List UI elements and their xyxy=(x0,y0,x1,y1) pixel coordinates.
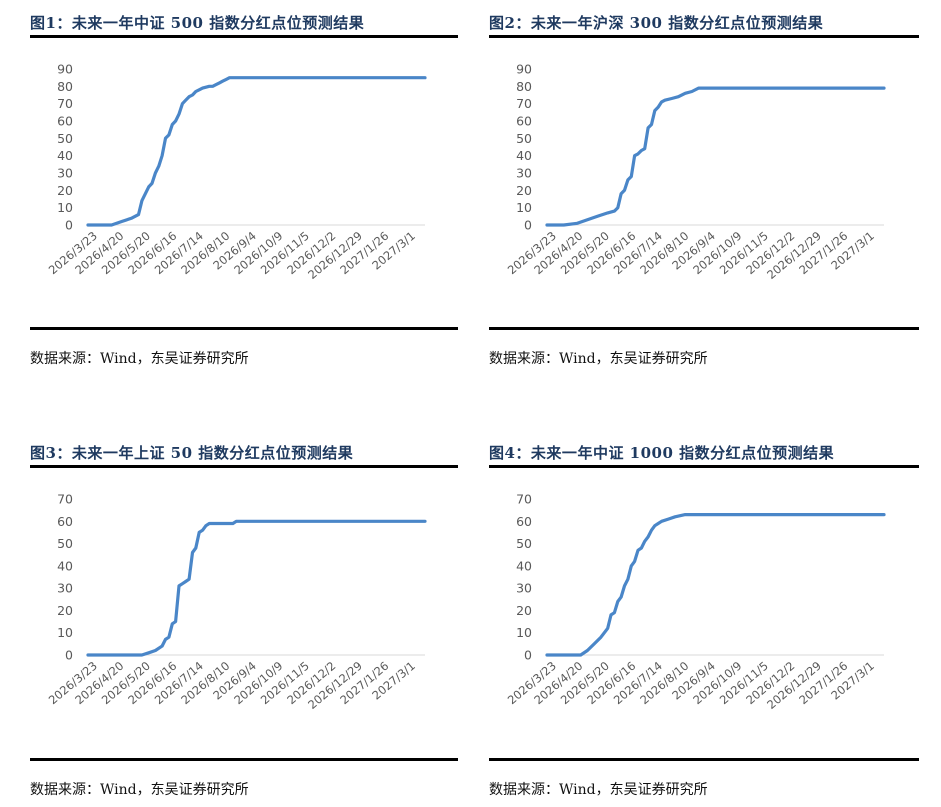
y-tick-label: 20 xyxy=(516,603,532,618)
y-tick-label: 30 xyxy=(516,581,532,596)
y-tick-label: 80 xyxy=(57,79,73,94)
figure-3-top-rule xyxy=(30,465,458,468)
figure-3-title: 图3：未来一年上证 50 指数分红点位预测结果 xyxy=(30,444,354,462)
y-tick-label: 10 xyxy=(57,200,73,215)
y-tick-label: 20 xyxy=(57,183,73,198)
y-tick-label: 30 xyxy=(57,581,73,596)
figure-1-title: 图1：未来一年中证 500 指数分红点位预测结果 xyxy=(30,14,365,32)
series-line xyxy=(545,512,886,657)
y-tick-label: 40 xyxy=(516,148,532,163)
y-tick-label: 90 xyxy=(57,62,73,77)
y-tick-label: 70 xyxy=(57,96,73,111)
y-tick-label: 90 xyxy=(516,62,532,77)
y-tick-label: 0 xyxy=(524,648,532,663)
figure-1-chart: 01020304050607080902026/3/232026/4/20202… xyxy=(46,62,427,282)
figure-1-source: 数据来源：Wind，东吴证券研究所 xyxy=(30,351,249,367)
y-tick-label: 70 xyxy=(516,492,532,507)
y-tick-label: 0 xyxy=(524,218,532,233)
y-tick-label: 60 xyxy=(516,114,532,129)
y-tick-label: 60 xyxy=(57,514,73,529)
figure-2-title: 图2：未来一年沪深 300 指数分红点位预测结果 xyxy=(489,14,824,32)
y-tick-label: 50 xyxy=(516,536,532,551)
series-line xyxy=(545,86,886,227)
figure-3-chart: 0102030405060702026/3/232026/4/202026/5/… xyxy=(46,492,427,712)
y-tick-label: 50 xyxy=(516,131,532,146)
series-line xyxy=(86,519,427,657)
y-tick-label: 50 xyxy=(57,536,73,551)
figure-2-chart: 01020304050607080902026/3/232026/4/20202… xyxy=(505,62,886,282)
y-tick-label: 40 xyxy=(57,148,73,163)
figure-4-title: 图4：未来一年中证 1000 指数分红点位预测结果 xyxy=(489,444,835,462)
figure-1-top-rule xyxy=(30,35,458,38)
figure-1-bottom-rule xyxy=(30,327,458,330)
figure-4-bottom-rule xyxy=(489,758,919,761)
y-tick-label: 60 xyxy=(516,514,532,529)
y-tick-label: 30 xyxy=(516,166,532,181)
y-tick-label: 20 xyxy=(57,603,73,618)
y-tick-label: 0 xyxy=(65,218,73,233)
y-tick-label: 70 xyxy=(57,492,73,507)
y-tick-label: 20 xyxy=(516,183,532,198)
figure-3-bottom-rule xyxy=(30,758,458,761)
y-tick-label: 40 xyxy=(57,558,73,573)
y-tick-label: 50 xyxy=(57,131,73,146)
figure-2-bottom-rule xyxy=(489,327,919,330)
figure-2-source: 数据来源：Wind，东吴证券研究所 xyxy=(489,351,708,367)
y-tick-label: 40 xyxy=(516,558,532,573)
y-tick-label: 30 xyxy=(57,166,73,181)
figure-2-top-rule xyxy=(489,35,919,38)
y-tick-label: 10 xyxy=(516,625,532,640)
figure-3-source: 数据来源：Wind，东吴证券研究所 xyxy=(30,782,249,798)
series-line xyxy=(86,76,427,227)
figure-4-top-rule xyxy=(489,465,919,468)
figure-4-source: 数据来源：Wind，东吴证券研究所 xyxy=(489,782,708,798)
y-tick-label: 0 xyxy=(65,648,73,663)
y-tick-label: 10 xyxy=(516,200,532,215)
y-tick-label: 60 xyxy=(57,114,73,129)
figure-4-chart: 0102030405060702026/3/232026/4/202026/5/… xyxy=(505,492,886,712)
y-tick-label: 80 xyxy=(516,79,532,94)
y-tick-label: 10 xyxy=(57,625,73,640)
y-tick-label: 70 xyxy=(516,96,532,111)
